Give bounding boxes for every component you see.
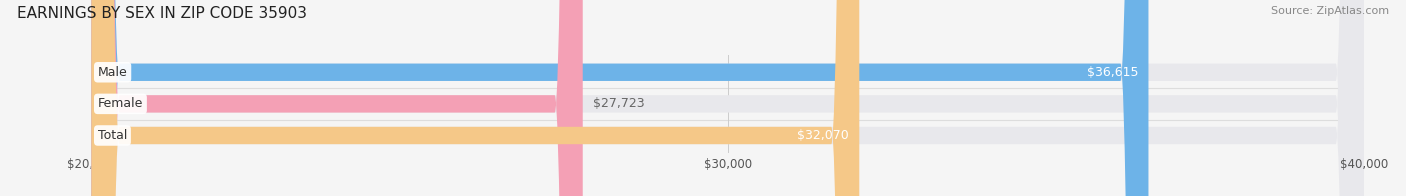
FancyBboxPatch shape: [91, 0, 1364, 196]
Text: Total: Total: [98, 129, 127, 142]
FancyBboxPatch shape: [91, 0, 1364, 196]
Text: $32,070: $32,070: [797, 129, 849, 142]
Text: Female: Female: [98, 97, 143, 110]
FancyBboxPatch shape: [91, 0, 859, 196]
Text: EARNINGS BY SEX IN ZIP CODE 35903: EARNINGS BY SEX IN ZIP CODE 35903: [17, 6, 307, 21]
FancyBboxPatch shape: [91, 0, 1364, 196]
FancyBboxPatch shape: [91, 0, 582, 196]
FancyBboxPatch shape: [91, 0, 1149, 196]
Text: $27,723: $27,723: [593, 97, 644, 110]
Text: $36,615: $36,615: [1087, 66, 1139, 79]
Text: Source: ZipAtlas.com: Source: ZipAtlas.com: [1271, 6, 1389, 16]
Text: Male: Male: [98, 66, 128, 79]
